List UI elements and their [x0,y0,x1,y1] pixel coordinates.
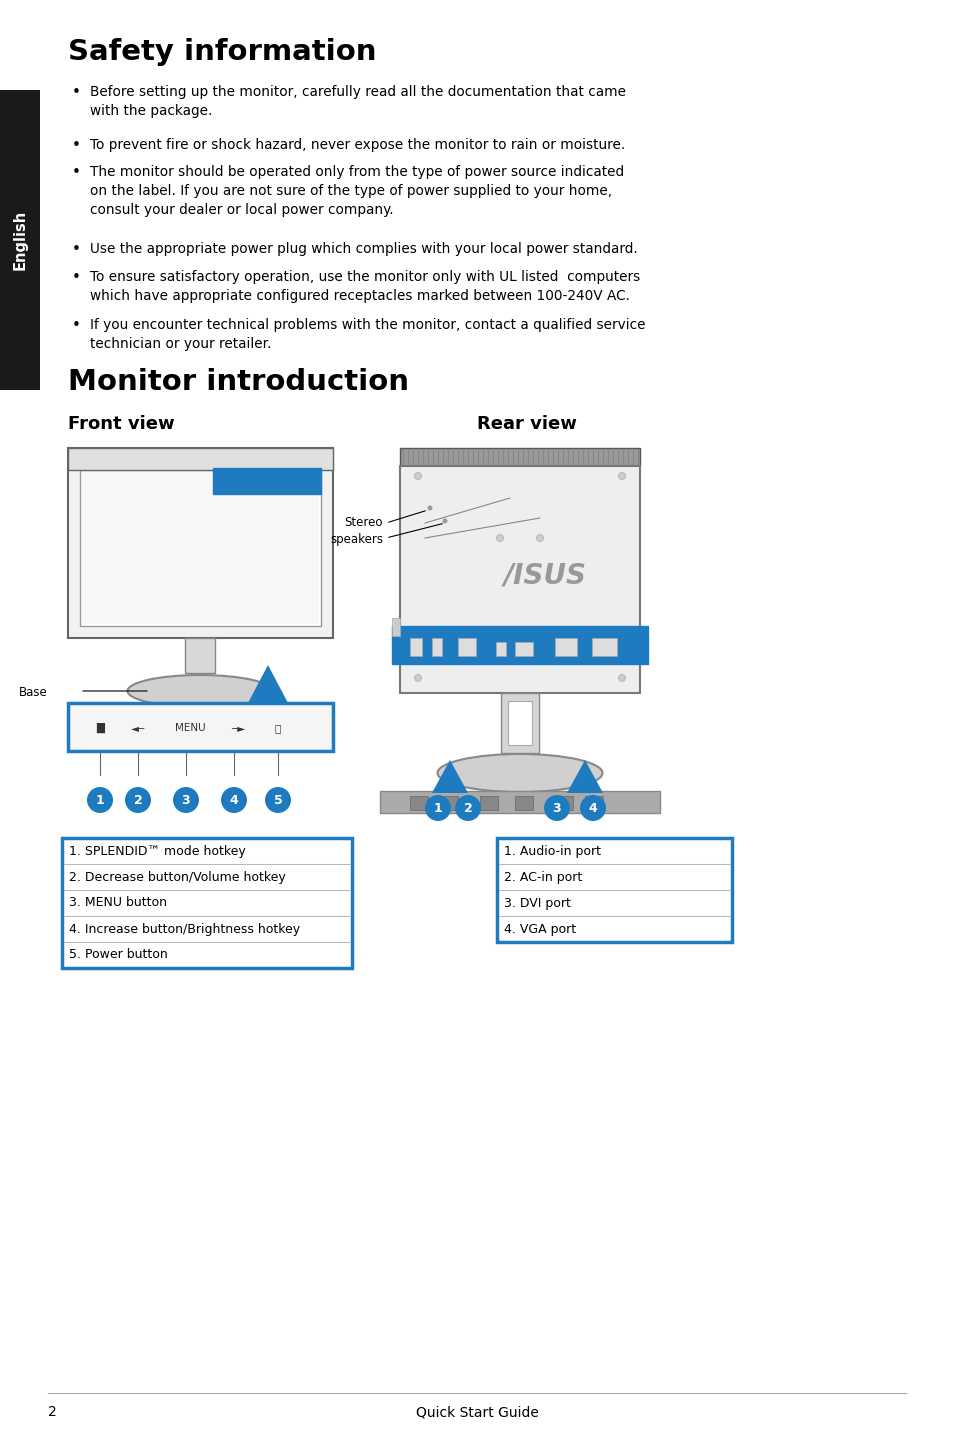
FancyBboxPatch shape [68,449,333,470]
Polygon shape [248,664,288,703]
Text: ◄─: ◄─ [131,723,145,733]
Text: 4. VGA port: 4. VGA port [503,923,576,936]
Ellipse shape [437,754,602,792]
Text: English: English [12,210,28,270]
Circle shape [536,535,543,542]
Text: 1: 1 [434,801,442,814]
Circle shape [427,506,432,510]
Text: •: • [71,85,81,101]
Text: Quick Start Guide: Quick Start Guide [416,1405,537,1419]
Circle shape [265,787,291,812]
Text: Use the appropriate power plug which complies with your local power standard.: Use the appropriate power plug which com… [90,242,638,256]
Text: Stereo
speakers: Stereo speakers [330,515,382,546]
FancyBboxPatch shape [68,449,333,638]
Circle shape [221,787,247,812]
FancyBboxPatch shape [392,618,399,636]
Circle shape [579,795,605,821]
FancyBboxPatch shape [555,638,577,656]
Circle shape [424,795,451,821]
Text: 3: 3 [181,794,190,807]
Circle shape [87,787,112,812]
Circle shape [414,473,421,479]
Polygon shape [566,761,602,792]
FancyBboxPatch shape [515,797,533,810]
FancyBboxPatch shape [392,626,647,664]
FancyBboxPatch shape [507,700,532,745]
FancyBboxPatch shape [399,466,639,693]
Ellipse shape [128,674,273,707]
Text: 3: 3 [552,801,560,814]
Text: •: • [71,165,81,180]
Text: 1. Audio-in port: 1. Audio-in port [503,844,600,857]
Circle shape [442,519,447,523]
FancyBboxPatch shape [80,470,320,626]
Polygon shape [432,761,468,792]
FancyBboxPatch shape [592,638,617,656]
FancyBboxPatch shape [500,693,538,754]
FancyBboxPatch shape [0,91,40,390]
Text: 5: 5 [274,794,282,807]
Text: 3. DVI port: 3. DVI port [503,896,570,909]
FancyBboxPatch shape [410,638,421,656]
FancyBboxPatch shape [584,797,602,810]
Text: MENU: MENU [174,723,205,733]
FancyBboxPatch shape [457,638,476,656]
Circle shape [543,795,569,821]
Text: 2. AC-in port: 2. AC-in port [503,870,581,883]
FancyBboxPatch shape [496,641,505,656]
Circle shape [618,473,625,479]
FancyBboxPatch shape [432,638,441,656]
FancyBboxPatch shape [62,838,352,968]
Text: 5. Power button: 5. Power button [69,949,168,962]
FancyBboxPatch shape [399,449,639,466]
Text: 4: 4 [230,794,238,807]
Text: █: █ [96,723,104,733]
FancyBboxPatch shape [213,467,320,495]
FancyBboxPatch shape [497,838,731,942]
Text: 4. Increase button/Brightness hotkey: 4. Increase button/Brightness hotkey [69,923,300,936]
Circle shape [618,674,625,682]
Text: The monitor should be operated only from the type of power source indicated
on t: The monitor should be operated only from… [90,165,623,217]
Text: 1: 1 [95,794,104,807]
FancyBboxPatch shape [410,797,428,810]
Text: ─►: ─► [231,723,245,733]
FancyBboxPatch shape [68,703,333,751]
Text: 1. SPLENDID™ mode hotkey: 1. SPLENDID™ mode hotkey [69,844,246,857]
Text: 3. MENU button: 3. MENU button [69,896,167,909]
Text: •: • [71,318,81,334]
Circle shape [496,535,503,542]
FancyBboxPatch shape [82,472,318,624]
Text: 2: 2 [48,1405,56,1419]
FancyBboxPatch shape [515,641,533,656]
Circle shape [455,795,480,821]
Text: Rear view: Rear view [476,416,577,433]
Text: To ensure satisfactory operation, use the monitor only with UL listed  computers: To ensure satisfactory operation, use th… [90,270,639,303]
Text: 4: 4 [588,801,597,814]
Text: Safety information: Safety information [68,37,376,66]
Text: 2: 2 [463,801,472,814]
Text: •: • [71,242,81,257]
FancyBboxPatch shape [439,797,457,810]
Text: •: • [71,270,81,285]
Text: •: • [71,138,81,152]
Text: Monitor introduction: Monitor introduction [68,368,409,395]
FancyBboxPatch shape [185,638,214,673]
FancyBboxPatch shape [479,797,497,810]
Circle shape [172,787,199,812]
FancyBboxPatch shape [379,791,659,812]
Text: /ISUS: /ISUS [503,561,586,590]
FancyBboxPatch shape [555,797,573,810]
Text: 2. Decrease button/Volume hotkey: 2. Decrease button/Volume hotkey [69,870,286,883]
Text: Before setting up the monitor, carefully read all the documentation that came
wi: Before setting up the monitor, carefully… [90,85,625,118]
Text: 2: 2 [133,794,142,807]
Circle shape [414,674,421,682]
Circle shape [125,787,151,812]
Text: Front view: Front view [68,416,174,433]
Text: ⏻: ⏻ [274,723,281,733]
Text: If you encounter technical problems with the monitor, contact a qualified servic: If you encounter technical problems with… [90,318,645,351]
Text: Base: Base [19,686,48,699]
Text: To prevent fire or shock hazard, never expose the monitor to rain or moisture.: To prevent fire or shock hazard, never e… [90,138,624,152]
